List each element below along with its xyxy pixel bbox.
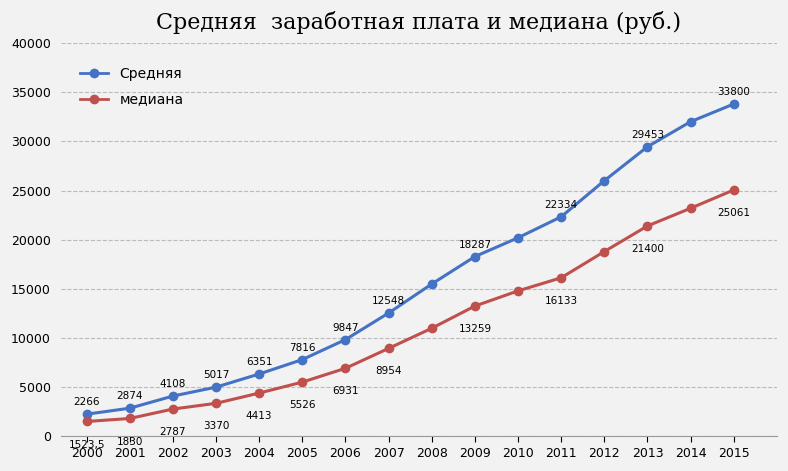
Text: 22334: 22334: [545, 200, 578, 210]
Text: 2787: 2787: [160, 427, 186, 437]
Text: 13259: 13259: [459, 324, 492, 334]
Text: 2874: 2874: [117, 391, 143, 401]
Text: 3370: 3370: [203, 422, 229, 431]
Text: 6931: 6931: [333, 386, 359, 397]
Legend: Средняя, медиана: Средняя, медиана: [75, 62, 189, 112]
Text: 33800: 33800: [717, 87, 750, 97]
Text: 18287: 18287: [459, 240, 492, 250]
Text: 7816: 7816: [289, 342, 315, 353]
Text: 1830: 1830: [117, 437, 143, 447]
Text: 2266: 2266: [73, 397, 100, 407]
Text: 9847: 9847: [333, 323, 359, 333]
Text: 4108: 4108: [160, 379, 186, 389]
Text: 6351: 6351: [246, 357, 273, 367]
Text: 29453: 29453: [631, 130, 664, 140]
Text: 21400: 21400: [631, 244, 664, 254]
Text: 4413: 4413: [246, 411, 273, 421]
Text: 5526: 5526: [289, 400, 315, 410]
Text: 16133: 16133: [545, 296, 578, 306]
Text: 5017: 5017: [203, 370, 229, 380]
Text: 8954: 8954: [375, 366, 402, 376]
Text: 25061: 25061: [717, 208, 750, 218]
Text: 12548: 12548: [372, 296, 405, 306]
Title: Средняя  заработная плата и медиана (руб.): Средняя заработная плата и медиана (руб.…: [156, 11, 682, 34]
Text: 1523,5: 1523,5: [69, 439, 105, 449]
